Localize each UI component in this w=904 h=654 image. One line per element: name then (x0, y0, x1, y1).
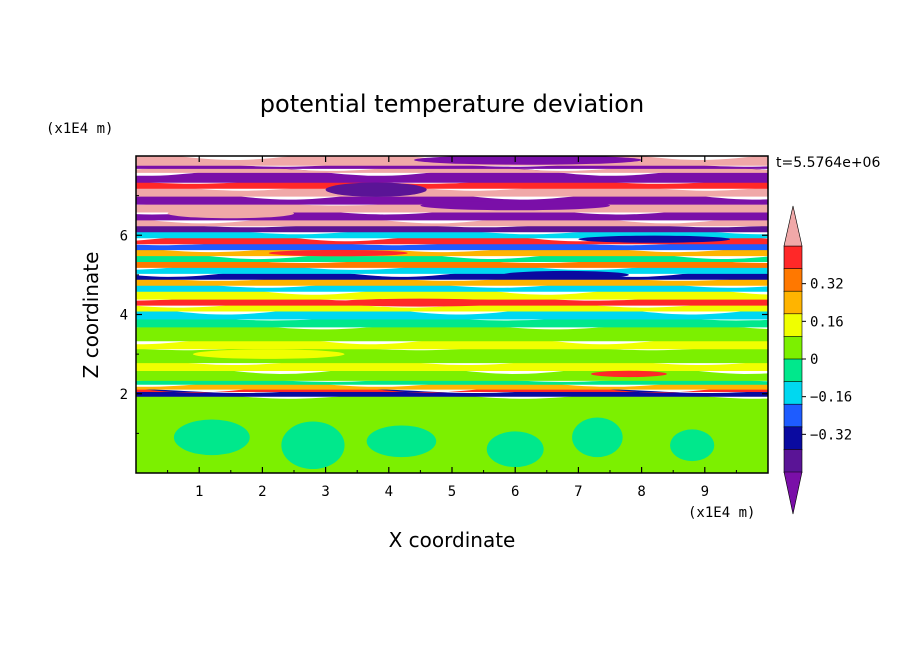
contour-blob (366, 425, 437, 458)
colorbar-tick-label: −0.32 (810, 427, 852, 443)
contour-blob (670, 429, 715, 462)
x-tick-label: 1 (195, 484, 203, 500)
contour-band (136, 389, 768, 397)
time-label: t=5.5764e+06 (776, 155, 880, 171)
x-axis-ticks: 1 2 3 4 5 6 7 8 9 (167, 156, 737, 500)
x-tick-label: 5 (448, 484, 456, 500)
contour-band (136, 323, 768, 342)
x-tick-label: 7 (574, 484, 582, 500)
contour-blob (502, 270, 629, 279)
colorbar-swatch (783, 268, 803, 293)
y-tick-label: 2 (120, 387, 128, 403)
colorbar-swatch (783, 381, 803, 406)
contour-blob (572, 417, 623, 458)
colorbar-swatch (783, 403, 803, 428)
colorbar-swatch (783, 336, 803, 360)
contour-blob (281, 421, 345, 470)
colorbar-top-triangle (783, 205, 803, 247)
contour-blob (486, 431, 544, 468)
colorbar-swatch (783, 449, 803, 473)
contour-blob (173, 419, 250, 456)
chart-title: potential temperature deviation (260, 90, 644, 118)
colorbar-swatch (783, 313, 803, 338)
x-tick-label: 8 (637, 484, 645, 500)
y-tick-label: 4 (120, 308, 128, 324)
colorbar-swatch (783, 290, 803, 315)
x-tick-label: 2 (258, 484, 266, 500)
colorbar-bottom-triangle (783, 471, 803, 515)
x-unit-label: (x1E4 m) (688, 505, 755, 521)
contour-blob (167, 208, 294, 219)
x-tick-label: 6 (511, 484, 519, 500)
colorbar-swatch (783, 245, 803, 270)
colorbar-swatch (783, 358, 803, 383)
y-tick-label: 6 (120, 228, 128, 244)
contour-blob (331, 298, 509, 307)
contour-blob (192, 349, 345, 359)
colorbar-tick-label: 0.32 (810, 277, 844, 293)
colorbar: 0.32 0.16 0 −0.16 −0.32 (783, 205, 852, 515)
colorbar-tick-label: −0.16 (810, 390, 852, 406)
y-axis-ticks: 2 4 6 (120, 195, 768, 434)
x-tick-label: 3 (321, 484, 329, 500)
y-axis-label: Z coordinate (79, 252, 103, 379)
contour-band (136, 264, 768, 274)
contour-field (136, 156, 768, 473)
contour-band (136, 377, 768, 385)
x-tick-label: 9 (701, 484, 709, 500)
colorbar-tick-label: 0.16 (810, 314, 844, 330)
y-unit-label: (x1E4 m) (46, 121, 113, 137)
contour-blob (591, 370, 667, 378)
contour-blob (414, 156, 642, 165)
x-tick-label: 4 (385, 484, 393, 500)
contour-blob (268, 249, 408, 257)
contour-blob (420, 200, 610, 211)
colorbar-tick-label: 0 (810, 352, 818, 368)
colorbar-swatch (783, 426, 803, 451)
contour-blob (578, 235, 731, 243)
x-axis-label: X coordinate (389, 528, 516, 552)
contour-band (136, 286, 768, 300)
contour-blob (325, 182, 427, 197)
